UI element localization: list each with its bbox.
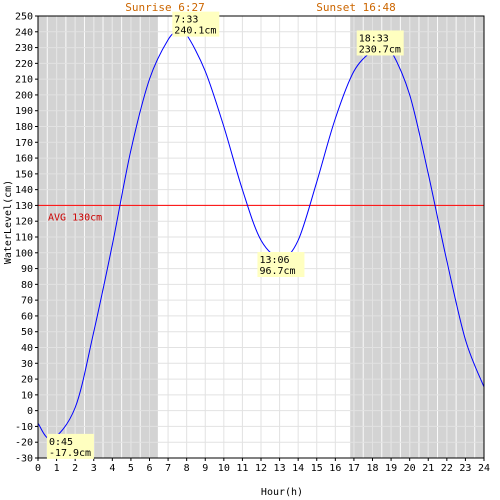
x-tick-label: 3 xyxy=(91,463,97,474)
y-tick-label: 60 xyxy=(21,311,33,322)
x-axis-label: Hour(h) xyxy=(261,487,303,498)
x-tick-label: 18 xyxy=(366,463,378,474)
annotation-time: 18:33 xyxy=(359,33,389,44)
y-tick-label: 0 xyxy=(27,406,33,417)
y-tick-label: 240 xyxy=(15,27,33,38)
x-tick-label: 10 xyxy=(218,463,230,474)
y-tick-label: 190 xyxy=(15,106,33,117)
x-tick-label: 1 xyxy=(54,463,60,474)
y-tick-label: 20 xyxy=(21,375,33,386)
y-tick-label: 70 xyxy=(21,296,33,307)
y-tick-label: 250 xyxy=(15,12,33,23)
y-tick-label: 10 xyxy=(21,390,33,401)
x-tick-label: 8 xyxy=(184,463,190,474)
x-tick-label: 24 xyxy=(478,463,490,474)
y-tick-label: 50 xyxy=(21,327,33,338)
x-tick-label: 12 xyxy=(255,463,267,474)
annotation-value: -17.9cm xyxy=(49,448,91,459)
y-tick-label: -20 xyxy=(15,438,33,449)
annotation-value: 96.7cm xyxy=(259,266,295,277)
x-tick-label: 23 xyxy=(459,463,471,474)
x-tick-label: 4 xyxy=(109,463,115,474)
y-tick-label: 130 xyxy=(15,201,33,212)
y-tick-label: 120 xyxy=(15,217,33,228)
y-axis-label: WaterLevel(cm) xyxy=(3,180,14,264)
annotation-box xyxy=(257,251,305,277)
x-tick-label: 22 xyxy=(441,463,453,474)
y-tick-label: 200 xyxy=(15,90,33,101)
annotation-value: 230.7cm xyxy=(359,44,401,55)
y-tick-label: 140 xyxy=(15,185,33,196)
x-tick-label: 7 xyxy=(165,463,171,474)
x-tick-label: 21 xyxy=(422,463,434,474)
x-tick-label: 20 xyxy=(404,463,416,474)
y-tick-label: 160 xyxy=(15,154,33,165)
water-level-line xyxy=(37,29,485,440)
x-tick-label: 6 xyxy=(146,463,152,474)
average-label: AVG 130cm xyxy=(48,212,102,223)
x-tick-label: 13 xyxy=(274,463,286,474)
y-tick-label: 220 xyxy=(15,59,33,70)
tick-labels: -30-20-100102030405060708090100110120130… xyxy=(15,12,490,475)
annotation-time: 0:45 xyxy=(49,437,73,448)
x-tick-label: 5 xyxy=(128,463,134,474)
annotation-value: 240.1cm xyxy=(174,26,216,37)
y-tick-label: 90 xyxy=(21,264,33,275)
y-tick-label: 170 xyxy=(15,138,33,149)
series-group xyxy=(37,29,485,440)
y-tick-label: 150 xyxy=(15,169,33,180)
y-tick-label: 30 xyxy=(21,359,33,370)
average-line-group: AVG 130cm xyxy=(38,204,484,223)
y-tick-label: -10 xyxy=(15,422,33,433)
x-tick-label: 15 xyxy=(311,463,323,474)
annotation-box xyxy=(46,433,94,459)
y-tick-label: 100 xyxy=(15,248,33,259)
y-tick-label: 230 xyxy=(15,43,33,54)
x-tick-label: 0 xyxy=(35,463,41,474)
sunrise-label: Sunrise 6:27 xyxy=(125,1,204,14)
x-tick-label: 2 xyxy=(72,463,78,474)
x-tick-label: 16 xyxy=(329,463,341,474)
x-tick-label: 9 xyxy=(202,463,208,474)
sunset-label: Sunset 16:48 xyxy=(316,1,395,14)
y-tick-label: -30 xyxy=(15,454,33,465)
x-tick-label: 14 xyxy=(292,463,304,474)
annotation-time: 13:06 xyxy=(259,255,289,266)
x-tick-label: 17 xyxy=(348,463,360,474)
x-tick-label: 19 xyxy=(385,463,397,474)
y-tick-label: 40 xyxy=(21,343,33,354)
y-tick-label: 80 xyxy=(21,280,33,291)
annotation-box xyxy=(356,30,404,56)
y-tick-label: 210 xyxy=(15,75,33,86)
y-tick-label: 110 xyxy=(15,233,33,244)
annotation-time: 7:33 xyxy=(174,15,198,26)
x-tick-label: 11 xyxy=(236,463,248,474)
annotation-box xyxy=(172,11,220,37)
y-tick-label: 180 xyxy=(15,122,33,133)
axes xyxy=(35,15,485,461)
